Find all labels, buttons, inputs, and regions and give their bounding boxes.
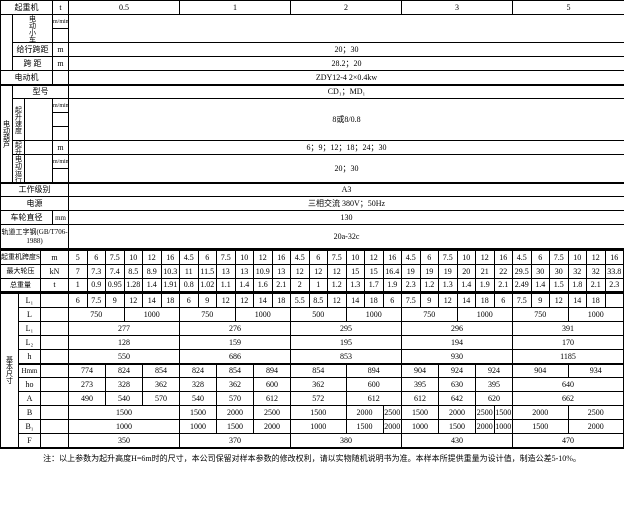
weight-label: 总重量 bbox=[1, 278, 41, 292]
ls-label: L₂ bbox=[19, 336, 41, 350]
f-label: F bbox=[19, 434, 41, 448]
travel-span-label: 给行跨距 bbox=[13, 43, 53, 57]
cap-0: 0.5 bbox=[69, 1, 180, 15]
runway-v: 电动运行速度 bbox=[13, 155, 25, 183]
span-unit: m bbox=[41, 250, 69, 264]
spec-table-dims: 基本尺寸 L₁ 67.59121418 6912121418 5.58.5121… bbox=[0, 293, 624, 449]
motor-val: ZDY12-4 2×0.4kw bbox=[69, 71, 624, 85]
power-val: 三相交流 380V；50Hz bbox=[69, 197, 624, 211]
cap-2: 2 bbox=[291, 1, 402, 15]
lp-label: L₁ bbox=[19, 322, 41, 336]
row-l: L 7501000 7501000 5001000 7501000 750100… bbox=[1, 308, 624, 322]
wheel-val: 130 bbox=[69, 211, 624, 225]
hoist-speed-group: 电动小车起升速度 bbox=[13, 15, 53, 43]
track-val: 20a-32c bbox=[69, 225, 624, 249]
motor-label: 电动机 bbox=[1, 71, 53, 85]
workclass-val: A3 bbox=[69, 183, 624, 197]
travel-unit: m bbox=[53, 43, 69, 57]
weight-unit: t bbox=[41, 278, 69, 292]
hs-val: 8或8/0.8 bbox=[69, 99, 624, 141]
spec-table-top: 起重机 t 0.5 1 2 3 5 电动小车起升速度 m/min 给行跨距 m … bbox=[0, 0, 624, 250]
row-b1: B₁ 1000 100015002000 100015002000 100015… bbox=[1, 420, 624, 434]
span2-val: 28.2；20 bbox=[69, 57, 624, 71]
model-label: 型号 bbox=[13, 85, 69, 99]
row-ls: L₂ 128 159 195 194 170 bbox=[1, 336, 624, 350]
track-label: 轨道工字钢(GB/T706-1988) bbox=[1, 225, 69, 249]
row-a: A 490540570 540570612 572612 612642620 6… bbox=[1, 392, 624, 406]
model-val: CD₁；MD₁ bbox=[69, 85, 624, 99]
rw-unit: m/min bbox=[53, 155, 69, 169]
maxp-label: 最大轮压 bbox=[1, 264, 41, 278]
hh-val: 6；9；12；18；24；30 bbox=[69, 141, 624, 155]
power-label: 电源 bbox=[1, 197, 69, 211]
row-lp: L₁ 277 276 295 296 391 bbox=[1, 322, 624, 336]
row-ho: ho 273328362 328362600 362600 395630395 … bbox=[1, 378, 624, 392]
lift-label: 起重机 bbox=[1, 1, 53, 15]
hoist-speed-v: 起升速度 bbox=[13, 99, 25, 141]
row-f: F 350 370 380 430 470 bbox=[1, 434, 624, 448]
span2-label: 跨 距 bbox=[13, 57, 53, 71]
cap-3: 3 bbox=[402, 1, 513, 15]
h-label: h bbox=[19, 350, 41, 364]
footnote: 注：以上参数为起升高度H=6m时的尺寸，本公司保留对样本参数的修改权利，请以实物… bbox=[0, 449, 624, 464]
dims-side: 基本尺寸 bbox=[1, 294, 19, 448]
a-label: A bbox=[19, 392, 41, 406]
lift-unit: t bbox=[53, 1, 69, 15]
l-label: L bbox=[19, 308, 41, 322]
row-l1: 基本尺寸 L₁ 67.59121418 6912121418 5.58.5121… bbox=[1, 294, 624, 308]
b-label: B bbox=[19, 406, 41, 420]
hoist-height-v: 起升高度 bbox=[13, 141, 25, 155]
travel-val: 20；30 bbox=[69, 43, 624, 57]
ho-label: ho bbox=[19, 378, 41, 392]
spec-table-mid: 起重机跨度S m 567.5101216 4.567.5101216 4.567… bbox=[0, 250, 624, 294]
row-b: B 1500 150020002500 150020002500 1500200… bbox=[1, 406, 624, 420]
workclass-label: 工作级别 bbox=[1, 183, 69, 197]
unit-mmin: m/min bbox=[53, 15, 69, 29]
hmm-label: Hmm bbox=[19, 364, 41, 378]
hs-unit: m/min bbox=[53, 99, 69, 113]
hoist-group: 电动葫芦 bbox=[1, 85, 13, 183]
rw-val: 20；30 bbox=[69, 155, 624, 183]
cap-1: 1 bbox=[180, 1, 291, 15]
weight-row: 总重量 t 10.90.951.281.41.91 0.81.021.11.41… bbox=[1, 278, 624, 292]
wheel-label: 车轮直径 bbox=[1, 211, 53, 225]
cap-4: 5 bbox=[513, 1, 624, 15]
row-hmm: Hmm 774824854 824854894 854894 904924924… bbox=[1, 364, 624, 378]
maxp-row: 最大轮压 kN 77.37.48.58.910.3 1111.5131310.9… bbox=[1, 264, 624, 278]
l1-label: L₁ bbox=[19, 294, 41, 308]
span-row: 起重机跨度S m 567.5101216 4.567.5101216 4.567… bbox=[1, 250, 624, 264]
wheel-unit: mm bbox=[53, 211, 69, 225]
span-label: 起重机跨度S bbox=[1, 250, 41, 264]
row-h: h 550 686 853 930 1185 bbox=[1, 350, 624, 364]
trolley-group bbox=[1, 15, 13, 71]
b1-label: B₁ bbox=[19, 420, 41, 434]
hh-unit: m bbox=[53, 141, 69, 155]
maxp-unit: kN bbox=[41, 264, 69, 278]
